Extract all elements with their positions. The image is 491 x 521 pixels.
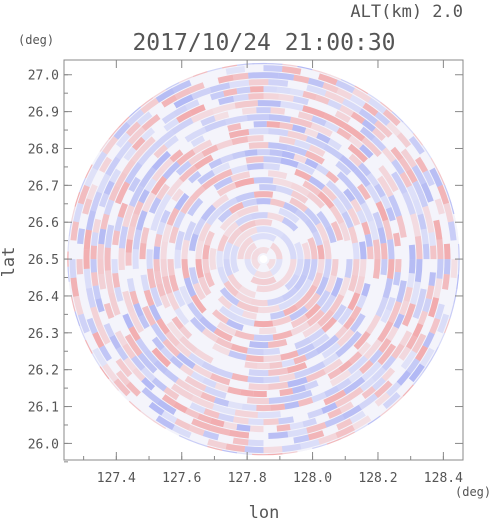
y-tick-label: 26.0	[28, 437, 59, 452]
y-tick-label: 26.8	[28, 142, 59, 157]
x-axis-label: lon	[249, 503, 280, 521]
x-tick-label: 127.6	[162, 471, 201, 486]
y-unit-label: (deg)	[18, 33, 54, 47]
x-tick-label: 128.4	[424, 471, 463, 486]
axis-ticks: 127.4 127.6 127.8 128.0 128.2 128.4 26.0 26.1 26…	[28, 60, 463, 486]
x-tick-label: 128.2	[358, 471, 397, 486]
y-tick-label: 26.9	[28, 106, 59, 121]
y-tick-label: 26.6	[28, 216, 59, 231]
reflectivity-field	[67, 62, 460, 456]
plot-timestamp: 2017/10/24 21:00:30	[132, 30, 395, 56]
y-tick-label: 26.3	[28, 327, 59, 342]
radar-center-marker	[259, 255, 268, 264]
y-axis-label: lat	[0, 247, 19, 278]
y-tick-label: 26.2	[28, 364, 59, 379]
y-tick-label: 26.4	[28, 290, 59, 305]
altitude-label: ALT(km) 2.0	[350, 2, 463, 22]
x-tick-label: 127.8	[228, 471, 267, 486]
y-tick-label: 27.0	[28, 69, 59, 84]
y-tick-label: 26.5	[28, 253, 59, 268]
x-tick-label: 127.4	[97, 471, 136, 486]
plot-frame	[63, 59, 464, 461]
y-tick-label: 26.1	[28, 401, 59, 416]
x-tick-label: 128.0	[293, 471, 332, 486]
y-tick-label: 26.7	[28, 179, 59, 194]
x-unit-label: (deg)	[455, 485, 491, 499]
